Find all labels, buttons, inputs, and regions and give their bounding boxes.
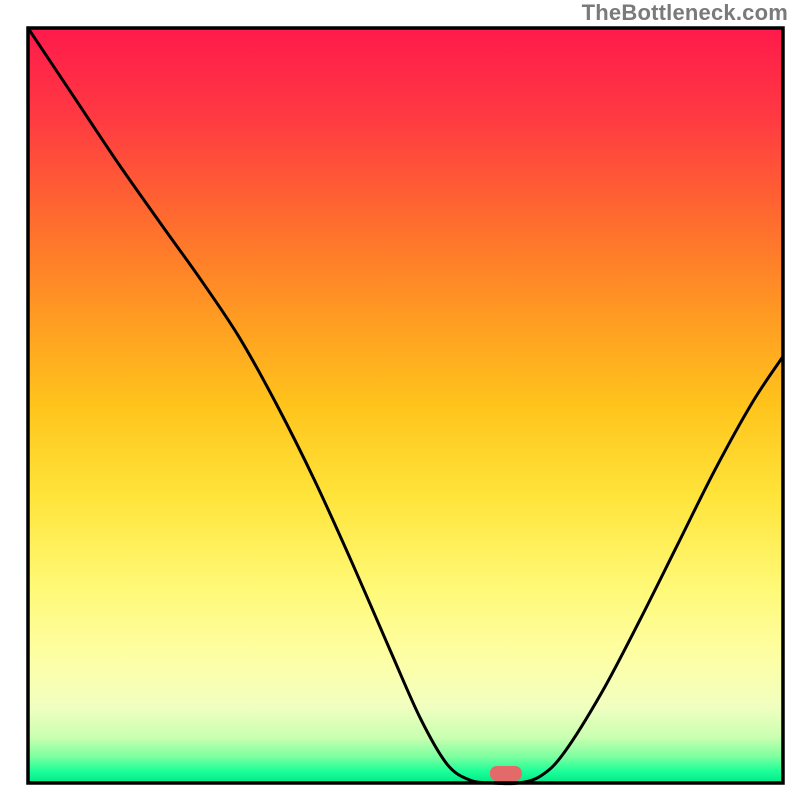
gradient-background xyxy=(28,28,783,783)
bottleneck-chart xyxy=(0,0,800,800)
optimum-marker xyxy=(490,766,522,781)
watermark-text: TheBottleneck.com xyxy=(582,0,788,26)
chart-container: TheBottleneck.com xyxy=(0,0,800,800)
